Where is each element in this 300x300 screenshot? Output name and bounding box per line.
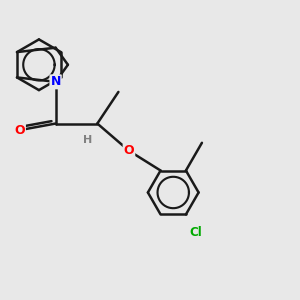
Text: H: H (83, 135, 93, 145)
Text: O: O (14, 124, 25, 136)
Text: O: O (124, 144, 134, 157)
Text: N: N (50, 75, 61, 88)
Text: Cl: Cl (190, 226, 203, 239)
